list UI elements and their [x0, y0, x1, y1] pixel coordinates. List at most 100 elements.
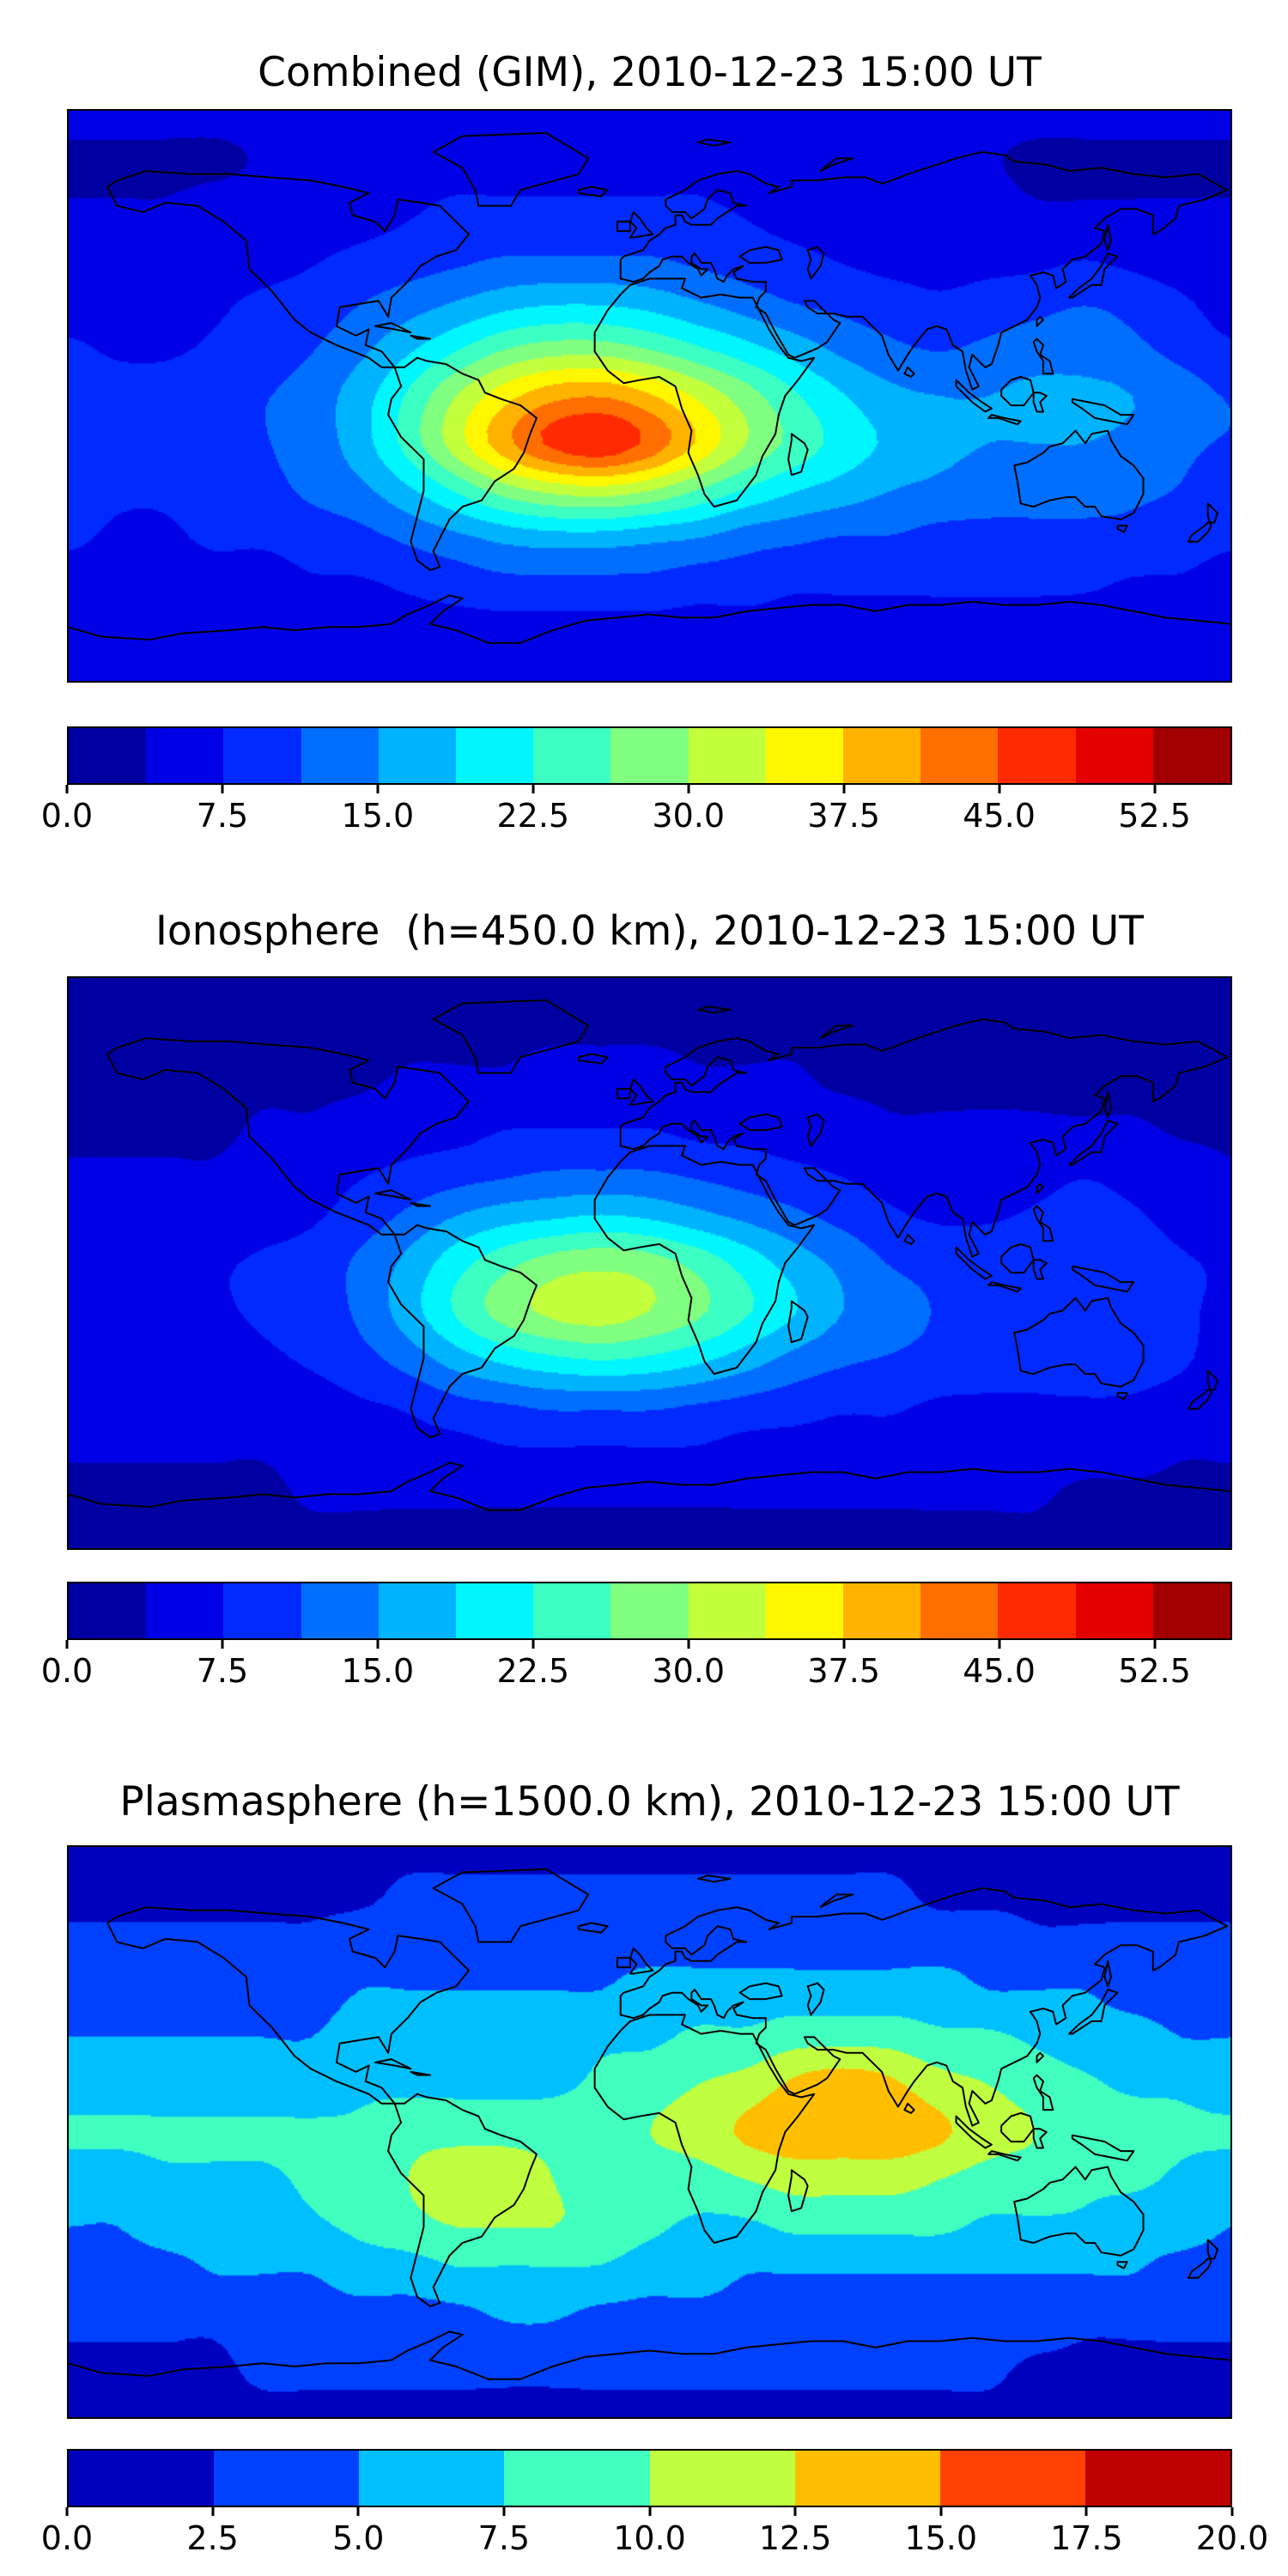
- colorbar-tick-label: 17.5: [1050, 2519, 1123, 2557]
- colorbar-ionosphere: [67, 1582, 1232, 1640]
- colorbar-tick-label: 0.0: [40, 797, 94, 835]
- colorbar-tick-mark: [842, 785, 846, 793]
- colorbar-tick-label: 52.5: [1118, 797, 1191, 835]
- colorbar-tick-label: 10.0: [613, 2519, 686, 2557]
- heatmap-canvas-combined: [69, 111, 1230, 681]
- colorbar-segment: [69, 728, 147, 783]
- colorbar-segment: [688, 1583, 766, 1638]
- map-plasmasphere: [67, 1845, 1232, 2419]
- colorbar-tick-mark: [65, 1640, 69, 1649]
- colorbar-segment: [611, 728, 689, 783]
- map-combined: [67, 109, 1232, 683]
- colorbar-tick-label: 45.0: [963, 1652, 1036, 1690]
- colorbar-tick-mark: [687, 785, 690, 793]
- colorbar-segment: [378, 728, 457, 783]
- colorbar-tick-mark: [211, 2507, 215, 2516]
- colorbar-tick-label: 5.0: [332, 2519, 385, 2557]
- colorbar-tick-label: 7.5: [196, 797, 249, 835]
- colorbar-tick-label: 0.0: [40, 1652, 94, 1690]
- colorbar-tick-label: 20.0: [1195, 2519, 1269, 2557]
- colorbar-segment: [146, 1583, 224, 1638]
- colorbar-segment: [939, 2451, 1085, 2506]
- colorbar-segment: [533, 1583, 611, 1638]
- colorbar-tick-label: 12.5: [758, 2519, 832, 2557]
- colorbar-tick-mark: [998, 1640, 1001, 1649]
- colorbar-tick-label: 15.0: [341, 1652, 415, 1690]
- colorbar-segment: [611, 1583, 689, 1638]
- colorbar-segment: [920, 728, 999, 783]
- coastlines-overlay-combined: [69, 111, 1230, 681]
- colorbar-segment: [998, 728, 1076, 783]
- colorbar-segment: [214, 2451, 360, 2506]
- colorbar-ticks-combined: 0.0 7.5 15.0 22.5 30.0 37.5 45.0 52.5: [41, 785, 1232, 847]
- colorbar-segment: [223, 1583, 301, 1638]
- colorbar-tick-label: 37.5: [807, 1652, 880, 1690]
- colorbar-plasmasphere: [67, 2449, 1232, 2507]
- colorbar-segment: [301, 728, 379, 783]
- colorbar-tick-mark: [1084, 2507, 1088, 2516]
- colorbar-segment: [765, 1583, 844, 1638]
- colorbar-segment: [69, 2451, 215, 2506]
- colorbar-tick-mark: [356, 2507, 360, 2516]
- colorbar-segment: [1152, 728, 1231, 783]
- colorbar-segment: [688, 728, 766, 783]
- colorbar-tick-mark: [376, 785, 380, 793]
- colorbar-tick-mark: [648, 2507, 651, 2516]
- colorbar-tick-mark: [939, 2507, 943, 2516]
- colorbar-segment: [301, 1583, 379, 1638]
- colorbar-segment: [1152, 1583, 1231, 1638]
- map-ionosphere: [67, 976, 1232, 1550]
- colorbar-tick-mark: [842, 1640, 846, 1649]
- colorbar-segment: [843, 728, 921, 783]
- panel-title-plasmasphere: Plasmasphere (h=1500.0 km), 2010-12-23 1…: [119, 1778, 1180, 1826]
- heatmap-canvas-ionosphere: [69, 978, 1230, 1548]
- colorbar-tick-label: 30.0: [652, 797, 726, 835]
- colorbar-tick-label: 7.5: [196, 1652, 249, 1690]
- colorbar-segment: [378, 1583, 457, 1638]
- colorbar-segment: [456, 728, 534, 783]
- colorbar-tick-label: 15.0: [341, 797, 415, 835]
- colorbar-segment: [533, 728, 611, 783]
- heatmap-canvas-plasmasphere: [69, 1847, 1230, 2417]
- colorbar-tick-label: 15.0: [904, 2519, 978, 2557]
- colorbar-tick-mark: [221, 785, 224, 793]
- colorbar-tick-mark: [221, 1640, 224, 1649]
- colorbar-tick-mark: [65, 2507, 69, 2516]
- colorbar-tick-mark: [687, 1640, 690, 1649]
- panel-title-ionosphere: Ionosphere (h=450.0 km), 2010-12-23 15:0…: [155, 908, 1145, 955]
- colorbar-segment: [765, 728, 844, 783]
- colorbar-tick-mark: [1230, 2507, 1234, 2516]
- colorbar-segment: [223, 728, 301, 783]
- colorbar-tick-mark: [65, 785, 69, 793]
- colorbar-segment: [843, 1583, 921, 1638]
- colorbar-ticks-ionosphere: 0.0 7.5 15.0 22.5 30.0 37.5 45.0 52.5: [41, 1640, 1232, 1702]
- colorbar-segment: [998, 1583, 1076, 1638]
- colorbar-tick-label: 52.5: [1118, 1652, 1191, 1690]
- colorbar-tick-label: 0.0: [40, 2519, 94, 2557]
- colorbar-tick-mark: [532, 785, 535, 793]
- colorbar-tick-mark: [502, 2507, 506, 2516]
- coastlines-overlay-ionosphere: [69, 978, 1230, 1548]
- colorbar-tick-mark: [1153, 785, 1157, 793]
- colorbar-segment: [69, 1583, 147, 1638]
- colorbar-tick-mark: [532, 1640, 535, 1649]
- colorbar-combined: [67, 726, 1232, 785]
- colorbar-segment: [649, 2451, 795, 2506]
- colorbar-segment: [1084, 2451, 1230, 2506]
- colorbar-tick-mark: [376, 1640, 380, 1649]
- colorbar-ticks-plasmasphere: 0.0 2.5 5.0 7.5 10.0 12.5 15.0 17.5 20.0: [41, 2507, 1268, 2569]
- colorbar-segment: [1075, 1583, 1153, 1638]
- colorbar-tick-label: 30.0: [652, 1652, 726, 1690]
- colorbar-tick-mark: [998, 785, 1001, 793]
- panel-title-combined: Combined (GIM), 2010-12-23 15:00 UT: [258, 49, 1042, 96]
- colorbar-segment: [456, 1583, 534, 1638]
- colorbar-segment: [920, 1583, 999, 1638]
- colorbar-segment: [359, 2451, 505, 2506]
- coastlines-overlay-plasmasphere: [69, 1847, 1230, 2417]
- colorbar-tick-label: 22.5: [496, 797, 570, 835]
- colorbar-segment: [146, 728, 224, 783]
- colorbar-tick-label: 37.5: [807, 797, 880, 835]
- colorbar-segment: [1075, 728, 1153, 783]
- colorbar-tick-mark: [1153, 1640, 1157, 1649]
